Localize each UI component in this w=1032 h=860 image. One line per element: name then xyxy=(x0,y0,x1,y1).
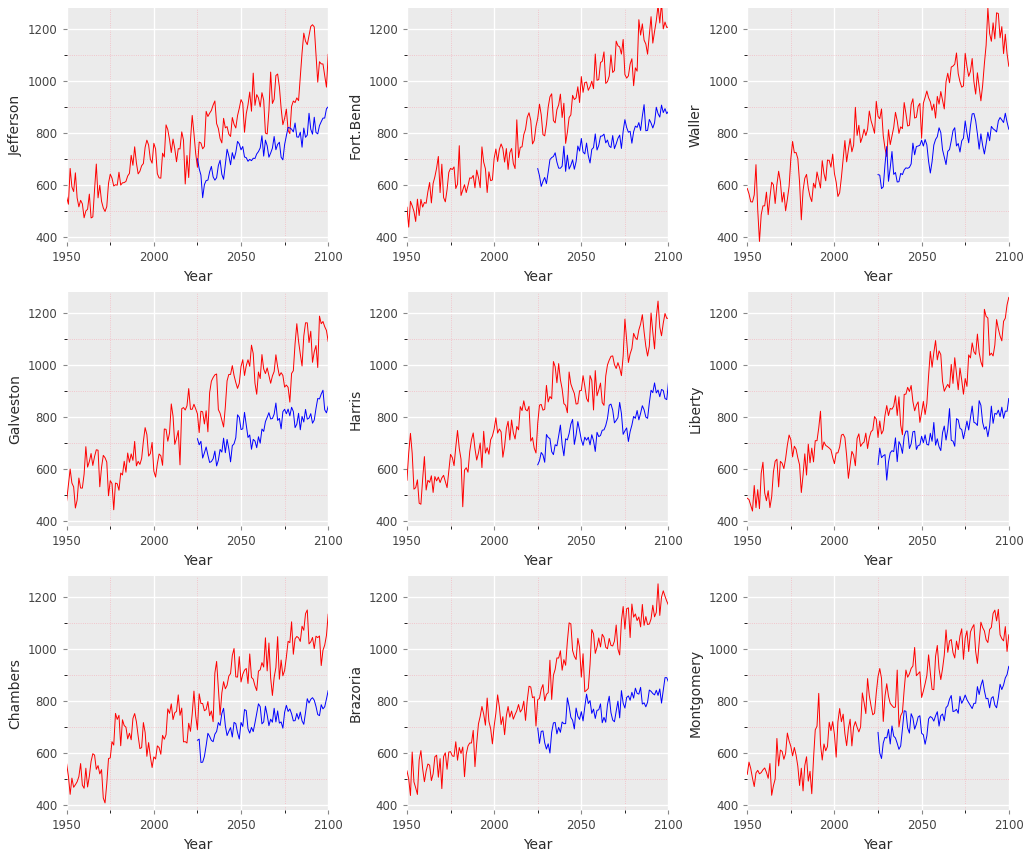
Y-axis label: Brazoria: Brazoria xyxy=(349,664,362,722)
X-axis label: Year: Year xyxy=(183,270,213,284)
Y-axis label: Galveston: Galveston xyxy=(8,374,23,444)
X-axis label: Year: Year xyxy=(864,270,893,284)
X-axis label: Year: Year xyxy=(864,554,893,568)
Y-axis label: Montgomery: Montgomery xyxy=(689,649,703,737)
X-axis label: Year: Year xyxy=(183,838,213,851)
X-axis label: Year: Year xyxy=(523,270,552,284)
Y-axis label: Harris: Harris xyxy=(349,389,362,430)
Y-axis label: Chambers: Chambers xyxy=(8,658,23,728)
Y-axis label: Fort.Bend: Fort.Bend xyxy=(349,92,362,159)
Y-axis label: Liberty: Liberty xyxy=(689,385,703,433)
Y-axis label: Waller: Waller xyxy=(689,103,703,147)
X-axis label: Year: Year xyxy=(864,838,893,851)
Y-axis label: Jefferson: Jefferson xyxy=(8,95,23,156)
X-axis label: Year: Year xyxy=(183,554,213,568)
X-axis label: Year: Year xyxy=(523,554,552,568)
X-axis label: Year: Year xyxy=(523,838,552,851)
